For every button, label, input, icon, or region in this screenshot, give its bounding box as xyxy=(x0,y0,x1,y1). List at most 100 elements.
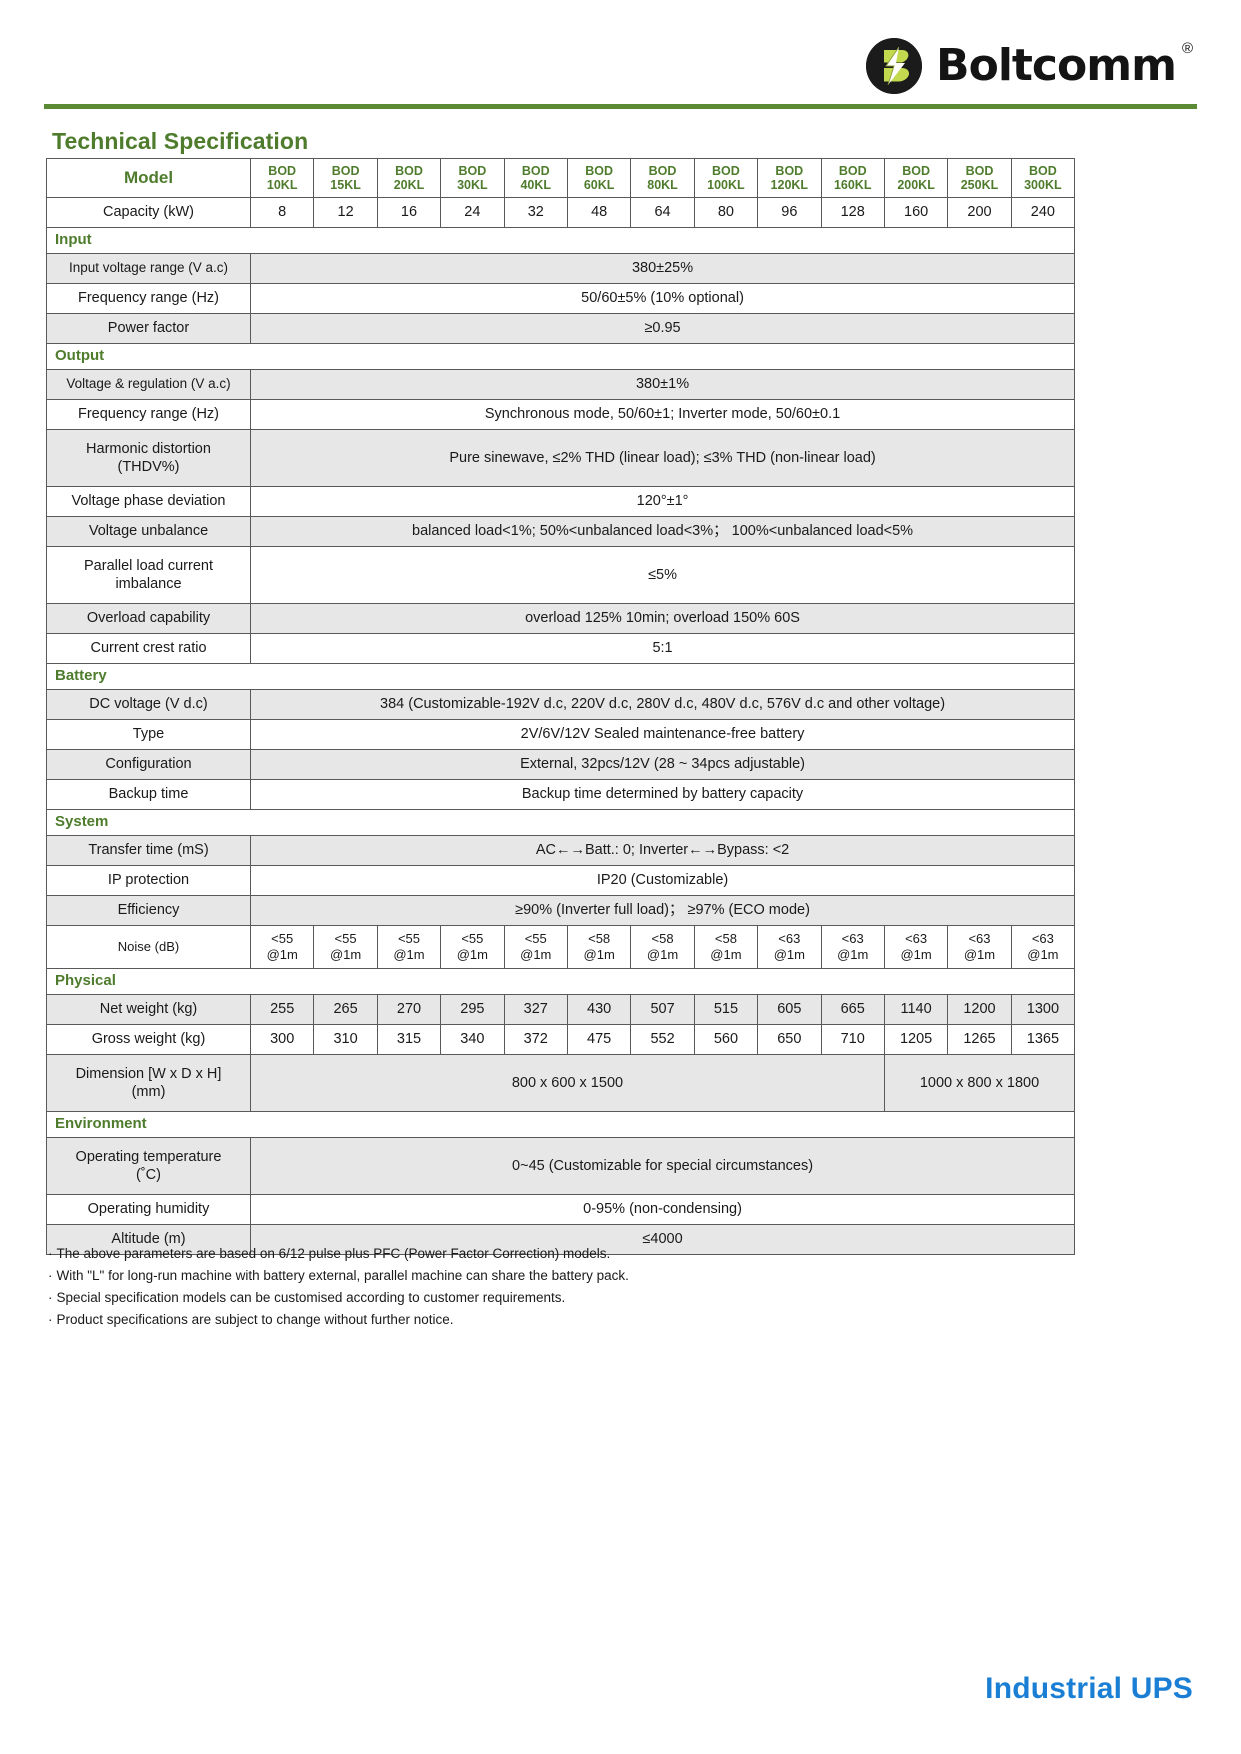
table-row-transfer-time: Transfer time (mS) AC←→Batt.: 0; Inverte… xyxy=(46,835,1076,866)
cell-value: <55 @1m xyxy=(313,925,378,969)
table-row-dimension: Dimension [W x D x H] (mm) 800 x 600 x 1… xyxy=(46,1054,1076,1112)
cell-value: <58 @1m xyxy=(630,925,695,969)
model-cell: BOD 60KL xyxy=(566,158,632,198)
table-row-power-factor: Power factor ≥0.95 xyxy=(46,313,1076,344)
cell-value: <58 @1m xyxy=(693,925,759,969)
cell-value: 16 xyxy=(376,197,442,228)
group-header-output: Output xyxy=(45,343,1076,370)
specification-table-container: Model BOD 10KL BOD 15KL BOD 20KL BOD 30KL BO… xyxy=(45,158,1076,1255)
table-row-overload-capability: Overload capability overload 125% 10min;… xyxy=(46,603,1076,634)
cell-value: <55 @1m xyxy=(503,925,568,969)
footnote-item: · Product specifications are subject to c… xyxy=(48,1309,1028,1331)
cell-value: 340 xyxy=(440,1024,505,1055)
row-label: Harmonic distortion (THDV%) xyxy=(46,429,251,487)
group-label: Physical xyxy=(45,968,1076,995)
table-row-voltage-unbalance: Voltage unbalance balanced load<1%; 50%<… xyxy=(46,516,1076,547)
cell-value: <58 @1m xyxy=(566,925,632,969)
model-cell: BOD 200KL xyxy=(883,158,949,198)
table-row-ip-protection: IP protection IP20 (Customizable) xyxy=(46,865,1076,896)
table-row-input-frequency-range: Frequency range (Hz) 50/60±5% (10% optio… xyxy=(46,283,1076,314)
row-label: Gross weight (kg) xyxy=(46,1024,251,1055)
cell-value: 300 xyxy=(249,1024,315,1055)
cell-value: 475 xyxy=(566,1024,632,1055)
cell-value: Synchronous mode, 50/60±1; Inverter mode… xyxy=(249,399,1076,430)
cell-value: 240 xyxy=(1010,197,1076,228)
group-label: Environment xyxy=(45,1111,1076,1138)
cell-value: Pure sinewave, ≤2% THD (linear load); ≤3… xyxy=(249,429,1076,487)
row-label: Operating humidity xyxy=(46,1194,251,1225)
cell-value: 384 (Customizable-192V d.c, 220V d.c, 28… xyxy=(249,689,1076,720)
cell-value: IP20 (Customizable) xyxy=(249,865,1076,896)
table-row-gross-weight: Gross weight (kg) 300 310 315 340 372 47… xyxy=(46,1024,1076,1055)
cell-value: ≤5% xyxy=(249,546,1076,604)
table-row-input-voltage-range: Input voltage range (V a.c) 380±25% xyxy=(46,253,1076,284)
cell-value: 507 xyxy=(630,994,695,1025)
footnote-text: Special specification models can be cust… xyxy=(56,1289,566,1305)
cell-value: 96 xyxy=(757,197,822,228)
row-label: Capacity (kW) xyxy=(46,197,251,228)
model-cell: BOD 20KL xyxy=(376,158,442,198)
table-row-model-header: Model BOD 10KL BOD 15KL BOD 20KL BOD 30KL BO… xyxy=(46,158,1076,198)
cell-value: 64 xyxy=(630,197,695,228)
row-label: Backup time xyxy=(46,779,251,810)
cell-value: 32 xyxy=(503,197,568,228)
cell-value-dimension-large: 1000 x 800 x 1800 xyxy=(883,1054,1076,1112)
cell-value: 1365 xyxy=(1010,1024,1076,1055)
cell-value: External, 32pcs/12V (28 ~ 34pcs adjustab… xyxy=(249,749,1076,780)
cell-value: 120°±1° xyxy=(249,486,1076,517)
cell-value: 605 xyxy=(757,994,822,1025)
table-row-battery-type: Type 2V/6V/12V Sealed maintenance-free b… xyxy=(46,719,1076,750)
row-label: Voltage unbalance xyxy=(46,516,251,547)
row-label: Efficiency xyxy=(46,895,251,926)
model-cell: BOD 30KL xyxy=(440,158,505,198)
group-header-system: System xyxy=(45,809,1076,836)
cell-value: 1265 xyxy=(947,1024,1012,1055)
cell-value: 2V/6V/12V Sealed maintenance-free batter… xyxy=(249,719,1076,750)
group-label: Output xyxy=(45,343,1076,370)
cell-value: 560 xyxy=(693,1024,759,1055)
cell-value: 0~45 (Customizable for special circumsta… xyxy=(249,1137,1076,1195)
cell-value: 710 xyxy=(820,1024,885,1055)
cell-value: 8 xyxy=(249,197,315,228)
table-row-operating-temperature: Operating temperature (˚C) 0~45 (Customi… xyxy=(46,1137,1076,1195)
footnote-text: The above parameters are based on 6/12 p… xyxy=(56,1246,611,1261)
cell-value: 380±25% xyxy=(249,253,1076,284)
cell-value: 295 xyxy=(440,994,505,1025)
cell-value: 128 xyxy=(820,197,885,228)
row-label: Voltage & regulation (V a.c) xyxy=(46,369,251,400)
row-label: Operating temperature (˚C) xyxy=(46,1137,251,1195)
cell-value: 315 xyxy=(376,1024,442,1055)
bullet-icon: · xyxy=(48,1311,53,1327)
row-label: Net weight (kg) xyxy=(46,994,251,1025)
row-label: Voltage phase deviation xyxy=(46,486,251,517)
footnote-item: · With "L" for long-run machine with batt… xyxy=(48,1265,1028,1287)
cell-value: 327 xyxy=(503,994,568,1025)
cell-value: 372 xyxy=(503,1024,568,1055)
footnote-item: · The above parameters are based on 6/12 … xyxy=(48,1243,1028,1265)
table-row-efficiency: Efficiency ≥90% (Inverter full load)； ≥9… xyxy=(46,895,1076,926)
row-label: Transfer time (mS) xyxy=(46,835,251,866)
row-label: Overload capability xyxy=(46,603,251,634)
header-divider xyxy=(44,104,1197,109)
cell-value: 430 xyxy=(566,994,632,1025)
table-row-backup-time: Backup time Backup time determined by ba… xyxy=(46,779,1076,810)
group-label: Input xyxy=(45,227,1076,254)
row-label: Power factor xyxy=(46,313,251,344)
group-label: Battery xyxy=(45,663,1076,690)
group-label: System xyxy=(45,809,1076,836)
bullet-icon: · xyxy=(48,1289,53,1305)
brand-name: Boltcomm xyxy=(936,40,1177,91)
table-row-noise: Noise (dB) <55 @1m <55 @1m <55 @1m <55 @1m <… xyxy=(46,925,1076,969)
row-label: Frequency range (Hz) xyxy=(46,283,251,314)
group-header-input: Input xyxy=(45,227,1076,254)
cell-value: 270 xyxy=(376,994,442,1025)
cell-value: balanced load<1%; 50%<unbalanced load<3%… xyxy=(249,516,1076,547)
row-label: Parallel load current imbalance xyxy=(46,546,251,604)
cell-value: 310 xyxy=(313,1024,378,1055)
table-row-parallel-load-current-imbalance: Parallel load current imbalance ≤5% xyxy=(46,546,1076,604)
footnotes-list: · The above parameters are based on 6/12 … xyxy=(48,1243,1028,1330)
cell-value-dimension-small: 800 x 600 x 1500 xyxy=(250,1054,885,1112)
table-row-current-crest-ratio: Current crest ratio 5:1 xyxy=(46,633,1076,664)
table-row-harmonic-distortion: Harmonic distortion (THDV%) Pure sinewav… xyxy=(46,429,1076,487)
cell-value: 24 xyxy=(440,197,505,228)
